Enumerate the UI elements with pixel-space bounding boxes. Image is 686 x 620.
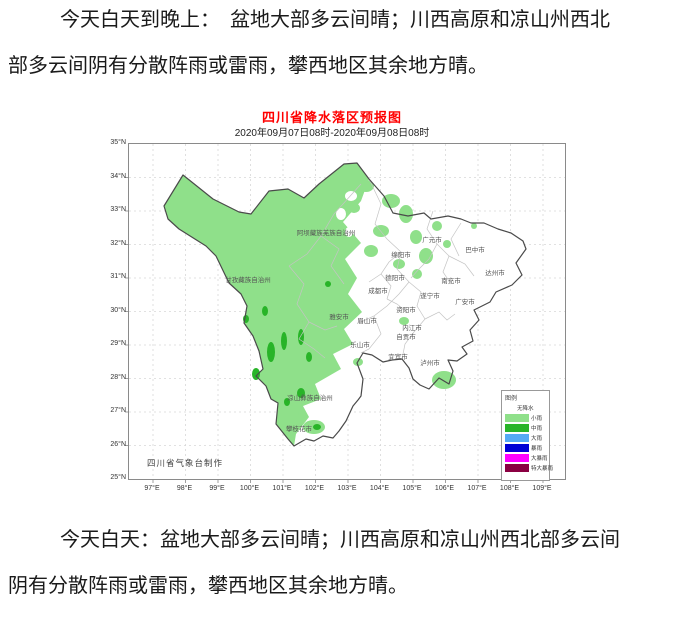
outro-paragraph: 今天白天：盆地大部多云间晴；川西高原和凉山州西北部多云间 阴有分散阵雨或雷雨，攀… [8,528,680,620]
legend-item: 无降水 [505,403,549,413]
legend-label: 小雨 [531,416,543,422]
y-axis-tick: 32°N [110,239,126,247]
legend-label: 中雨 [531,426,543,432]
y-axis-tick: 30°N [110,306,126,314]
legend-item: 大暴雨 [505,453,549,463]
x-axis-tick: 97°E [144,485,160,492]
axis-tick-marks [125,177,544,483]
legend-swatch [505,414,529,422]
y-axis-tick: 33°N [110,206,126,213]
y-axis-tick: 35°N [110,139,126,146]
y-axis-tick: 29°N [110,340,126,347]
legend-label: 无降水 [517,406,534,412]
map-legend: 图例 无降水小雨中雨大雨暴雨大暴雨特大暴雨 [501,390,553,481]
legend-label: 大雨 [531,436,543,442]
intro-line-2: 部多云间阴有分散阵雨或雷雨，攀西地区其余地方晴。 [8,55,488,77]
legend-swatch [505,464,529,472]
x-axis-tick: 108°E [499,485,520,492]
y-axis-tick: 28°N [110,373,126,381]
x-axis-tick: 107°E [467,485,487,492]
y-axis-tick: 31°N [110,273,126,280]
legend-label: 大暴雨 [531,456,548,462]
sichuan-province-border [163,162,527,447]
map-subtitle: 2020年09月07日08时-2020年09月08日08时 [234,128,430,139]
legend-swatch [505,434,529,442]
moderate-rain-patches [243,281,331,430]
legend-item: 暴雨 [505,443,549,453]
x-axis-tick: 105°E [402,485,422,492]
x-axis-tick: 102°E [304,485,325,492]
x-axis-tick: 98°E [176,485,193,492]
map-credit: 四川省气象台制作 [147,458,224,468]
precip-forecast-map-figure: 四川省降水落区预报图 2020年09月07日08时-2020年09月08日08时 [100,105,570,505]
legend-item: 大雨 [505,433,549,443]
x-axis-tick: 99°E [209,485,225,492]
legend-item: 小雨 [505,413,549,423]
legend-label: 特大暴雨 [531,466,554,472]
no-rain-holes [336,191,363,237]
y-axis-tick: 26°N [110,440,126,448]
legend-label: 暴雨 [531,446,543,452]
prefecture-boundaries [288,178,475,360]
legend-swatch [505,444,529,452]
x-axis-tick: 101°E [272,485,292,492]
x-axis-tick: 109°E [532,485,552,492]
legend-swatch [505,454,529,462]
legend-rows: 无降水小雨中雨大雨暴雨大暴雨特大暴雨 [502,403,553,473]
y-axis-tick: 25°N [110,474,126,481]
outro-line-2: 阴有分散阵雨或雷雨，攀西地区其余地方晴。 [8,575,408,597]
map-title: 四川省降水落区预报图 [261,110,402,125]
outro-line-1: 今天白天：盆地大部多云间晴；川西高原和凉山州西北部多云间 [60,529,620,551]
legend-item: 中雨 [505,423,549,433]
light-rain-area [164,163,369,446]
y-axis-tick: 27°N [110,407,126,414]
legend-swatch [505,424,529,432]
map-plot-area: 阿坝藏族羌族自治州 甘孜藏族自治州 凉山彝族自治州 攀枝花市 广元市 绵阳市 巴中市 达州市德… [125,143,566,483]
x-axis-tick: 104°E [369,485,390,492]
x-axis-tick: 103°E [337,485,357,492]
legend-item: 特大暴雨 [505,463,553,473]
sichuan-map-graphic [125,144,565,483]
intro-paragraph: 今天白天到晚上： 盆地大部多云间晴；川西高原和凉山州西北 部多云间阴有分散阵雨或… [8,8,680,100]
legend-title: 图例 [505,396,518,402]
x-axis-tick: 100°E [239,485,260,492]
y-axis-tick: 34°N [110,172,126,180]
intro-line-1: 今天白天到晚上： 盆地大部多云间晴；川西高原和凉山州西北 [60,9,610,31]
x-axis-tick: 106°E [434,485,455,492]
